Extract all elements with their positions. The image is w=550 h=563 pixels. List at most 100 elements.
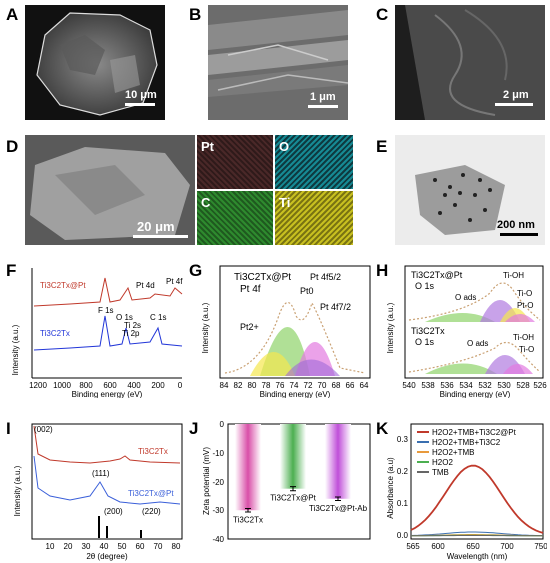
xtick-g-5: 74	[290, 381, 299, 390]
scale-bar-label-d: 20 μm	[137, 219, 175, 234]
x-ticks-g: 84 82 80 78 76 74 72 70 68 66 64	[220, 381, 369, 390]
xtick-f-2: 800	[79, 381, 93, 390]
xtick-k-3: 700	[500, 542, 514, 551]
xtick-g-10: 64	[360, 381, 369, 390]
xtick-h-0: 540	[402, 381, 416, 390]
eds-map-ti: Ti	[275, 191, 353, 245]
chart-h: Intensity (a.u.) Ti3C2Tx@Pt O 1s O ads T…	[386, 265, 547, 398]
subtitle-g: Pt 4f	[240, 284, 261, 295]
xtick-h-7: 526	[533, 381, 547, 390]
xtick-g-1: 82	[234, 381, 243, 390]
chart-i-ylabel: Intensity (a.u.)	[13, 465, 22, 516]
chart-k: Absorbance (a.u) H2O2+TMB+Ti3C2@Pt H2O2+…	[386, 423, 547, 561]
legend-f-pt: Ti3C2Tx@Pt	[40, 281, 86, 290]
xtick-k-1: 600	[431, 542, 445, 551]
tem-image-e: 200 nm	[395, 135, 545, 245]
legend-k-2: H2O2+TMB	[432, 448, 474, 457]
title-h: Ti3C2Tx	[411, 326, 445, 336]
o1s-raw	[408, 341, 541, 373]
legend-k: H2O2+TMB+Ti3C2@Pt H2O2+TMB+Ti3C2 H2O2+TM…	[417, 428, 517, 477]
xrd-line	[33, 425, 181, 464]
eds-map-pt: Pt	[197, 135, 273, 189]
peak-i-002: (002)	[34, 425, 53, 434]
ytick-k-1: 0.1	[397, 499, 409, 508]
panel-label-a: A	[6, 5, 19, 24]
y-ticks-j: 0 -10 -20 -30 -40	[212, 420, 224, 544]
xtick-i-4: 50	[118, 542, 127, 551]
scale-bar-label-e: 200 nm	[497, 219, 535, 231]
xtick-g-7: 70	[318, 381, 327, 390]
x-ticks-f: 1200 1000 800 600 400 200 0	[29, 381, 183, 390]
chart-g: Intensity (a.u.) Ti3C2Tx@Pt Pt 4f Pt 4f5…	[201, 265, 371, 398]
xtick-k-0: 565	[406, 542, 420, 551]
o1s-pt-fit-green	[425, 313, 495, 322]
legend-k-0: H2O2+TMB+Ti3C2@Pt	[432, 428, 517, 437]
xtick-g-9: 66	[346, 381, 355, 390]
eds-map-c: C	[197, 191, 273, 245]
zeta-bar-1	[280, 424, 306, 489]
ytick-j-2: -20	[212, 478, 224, 487]
xtick-f-0: 1200	[29, 381, 47, 390]
eds-map-o: O	[275, 135, 353, 189]
pt4f-fit-purple	[285, 359, 340, 376]
chart-i-xlabel: 2θ (degree)	[86, 552, 128, 561]
eds-label-o: O	[279, 139, 290, 154]
peak-f-pt4d: Pt 4d	[136, 281, 155, 290]
peak-f-o1s: O 1s	[116, 313, 133, 322]
legend-i-pt: Ti3C2Tx@Pt	[128, 489, 174, 498]
xtick-i-5: 60	[136, 542, 145, 551]
panel-label-b: B	[189, 5, 202, 24]
sem-image-b: 1 μm	[208, 5, 348, 120]
comp-h-pt-oads: O ads	[455, 293, 476, 302]
comp-h-pt-tio: Ti-O	[517, 289, 532, 298]
xtick-i-2: 30	[82, 542, 91, 551]
chart-k-ylabel: Absorbance (a.u)	[386, 457, 395, 519]
xtick-g-0: 84	[220, 381, 229, 390]
panel-label-h: H	[376, 261, 389, 280]
panel-label-g: G	[189, 261, 203, 280]
xtick-f-1: 1000	[53, 381, 71, 390]
annot-g-pt0: Pt0	[300, 286, 314, 296]
panel-label-d: D	[6, 137, 19, 156]
y-ticks-k: 0.0 0.1 0.2 0.3	[397, 435, 409, 540]
title-g: Ti3C2Tx@Pt	[234, 272, 291, 283]
legend-k-3: H2O2	[432, 458, 453, 467]
o1s-fit-pink	[503, 364, 533, 374]
subtitle-h: O 1s	[415, 337, 435, 347]
eds-label-c: C	[201, 195, 211, 210]
ytick-j-4: -40	[212, 535, 224, 544]
panel-label-f: F	[6, 261, 17, 280]
ytick-j-3: -30	[212, 506, 224, 515]
legend-i: Ti3C2Tx	[138, 447, 168, 456]
pt4f-fit-yellow	[250, 352, 295, 376]
panel-label-e: E	[376, 137, 388, 156]
xtick-h-4: 532	[478, 381, 492, 390]
ytick-k-2: 0.2	[397, 467, 409, 476]
panel-label-i: I	[6, 419, 11, 438]
annot-g-pt2: Pt2+	[240, 322, 259, 332]
comp-h-oads: O ads	[467, 339, 488, 348]
chart-h-xlabel: Binding energy (eV)	[440, 390, 511, 398]
o1s-fit-green	[425, 363, 497, 374]
xtick-h-5: 530	[497, 381, 511, 390]
xtick-i-6: 70	[154, 542, 163, 551]
xtick-f-4: 400	[127, 381, 141, 390]
peak-i-111: (111)	[92, 469, 110, 478]
xtick-g-2: 80	[248, 381, 257, 390]
x-ticks-i: 10 20 30 40 50 60 70 80	[46, 542, 181, 551]
xtick-i-0: 10	[46, 542, 55, 551]
peak-i-200: (200)	[104, 507, 123, 516]
xps-survey-pt-line	[33, 277, 183, 307]
panel-label-j: J	[189, 419, 199, 438]
peak-f-ti2p: Ti 2p	[122, 329, 140, 338]
ytick-j-1: -10	[212, 449, 224, 458]
chart-f: Intensity (a.u.) Ti3C2Tx@Pt Ti3C2Tx F 1s…	[11, 268, 183, 398]
xtick-g-4: 76	[276, 381, 285, 390]
peak-f-ti2s: Ti 2s	[124, 321, 141, 330]
sem-image-d: 20 μm	[25, 135, 195, 245]
xtick-f-3: 600	[103, 381, 117, 390]
absorbance-series-1	[410, 531, 543, 537]
xtick-f-5: 200	[151, 381, 165, 390]
peak-f-pt4f: Pt 4f	[166, 277, 183, 286]
scale-bar-label-b: 1 μm	[310, 91, 336, 103]
